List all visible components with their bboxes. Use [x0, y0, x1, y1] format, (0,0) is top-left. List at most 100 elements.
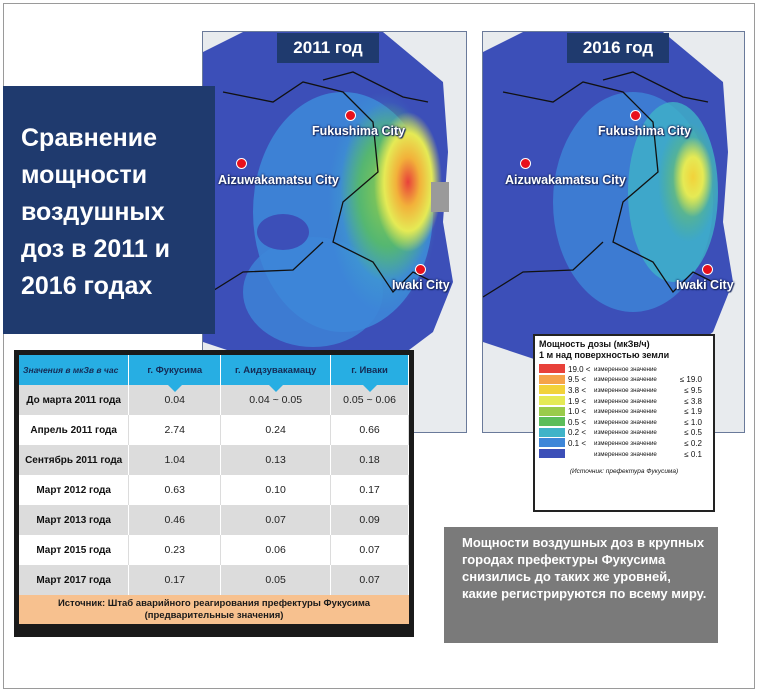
page-title: Сравнение мощности воздушных доз в 2011 … — [3, 86, 215, 334]
table-cell: 0.07 — [330, 565, 409, 595]
map-2016-year-label: 2016 год — [567, 33, 669, 63]
table-cell: 0.13 — [220, 445, 332, 475]
legend-upper-bound: ≤ 0.5 — [684, 428, 702, 438]
aizuwakamatsu-label-2016: Aizuwakamatsu City — [505, 173, 626, 187]
legend-swatch — [539, 374, 565, 385]
table-row-label: Март 2012 года — [19, 475, 130, 505]
legend-measured-label: измеренное значение — [594, 439, 657, 447]
legend-title: Мощность дозы (мкЗв/ч) — [539, 339, 650, 349]
legend-row: 1.0 < измеренное значение ≤ 1.9 — [539, 406, 709, 417]
title-line: 2016 годах — [21, 272, 153, 300]
summary-note: Мощности воздушных доз в крупных городах… — [444, 527, 718, 643]
legend-measured-label: измеренное значение — [594, 365, 657, 373]
legend-upper-bound: ≤ 9.5 — [684, 385, 702, 395]
legend-upper-bound: ≤ 1.0 — [684, 417, 702, 427]
legend-lower-bound: 0.5 < — [568, 417, 587, 427]
legend-measured-label: измеренное значение — [594, 397, 657, 405]
dose-table-panel: Значения в мкЗв в час г. Фукусима г. Аид… — [14, 350, 414, 637]
legend-row: 0.5 < измеренное значение ≤ 1.0 — [539, 417, 709, 428]
table-cell: 0.05 — [220, 565, 332, 595]
legend-lower-bound: 0.1 < — [568, 438, 587, 448]
table-row-label: Сентябрь 2011 года — [19, 445, 130, 475]
legend-upper-bound: ≤ 1.9 — [684, 407, 702, 417]
legend-measured-label: измеренное значение — [594, 386, 657, 394]
iwaki-marker-2016 — [702, 264, 713, 275]
table-row: Март 2015 года 0.23 0.06 0.07 — [19, 535, 409, 565]
table-header-fukushima: г. Фукусима — [128, 355, 222, 392]
table-row: До марта 2011 года 0.04 0.04 ~ 0.05 0.05 ~ … — [19, 385, 409, 415]
table-row: Март 2013 года 0.46 0.07 0.09 — [19, 505, 409, 535]
legend-lower-bound: 0.2 < — [568, 428, 587, 438]
table-cell: 0.63 — [128, 475, 222, 505]
legend-measured-label: измеренное значение — [594, 429, 657, 437]
iwaki-label-2011: Iwaki City — [392, 278, 450, 292]
legend-row: 1.9 < измеренное значение ≤ 3.8 — [539, 396, 709, 407]
dose-legend: Мощность дозы (мкЗв/ч) 1 м над поверхнос… — [533, 334, 715, 512]
table-row-label: До марта 2011 года — [19, 385, 130, 415]
legend-swatch — [539, 385, 565, 396]
legend-row: 3.8 < измеренное значение ≤ 9.5 — [539, 385, 709, 396]
table-cell: 2.74 — [128, 415, 222, 445]
iwaki-marker-2011 — [415, 264, 426, 275]
legend-row: 0.1 < измеренное значение ≤ 0.2 — [539, 438, 709, 449]
table-cell: 0.10 — [220, 475, 332, 505]
title-line: доз в 2011 и — [21, 235, 171, 263]
legend-lower-bound: 3.8 < — [568, 385, 587, 395]
table-header-aizuwakamatsu: г. Аидзувакамацу — [220, 355, 332, 392]
iwaki-label-2016: Iwaki City — [676, 278, 734, 292]
legend-measured-label: измеренное значение — [594, 376, 657, 384]
table-header-units: Значения в мкЗв в час — [19, 355, 130, 385]
table-cell: 0.46 — [128, 505, 222, 535]
legend-row: измеренное значение ≤ 0.1 — [539, 449, 709, 460]
table-source-line: (предварительные значения) — [144, 610, 284, 621]
table-row-label: Март 2015 года — [19, 535, 130, 565]
map-2011-year-label: 2011 год — [277, 33, 379, 63]
legend-swatch — [539, 364, 565, 375]
table-cell: 1.04 — [128, 445, 222, 475]
legend-row: 9.5 < измеренное значение ≤ 19.0 — [539, 374, 709, 386]
dose-table: Значения в мкЗв в час г. Фукусима г. Аид… — [19, 355, 409, 595]
legend-lower-bound: 1.0 < — [568, 407, 587, 417]
legend-row: 0.2 < измеренное значение ≤ 0.5 — [539, 427, 709, 439]
legend-upper-bound: ≤ 0.1 — [684, 449, 702, 459]
table-cell: 0.66 — [330, 415, 409, 445]
table-header-iwaki: г. Иваки — [330, 355, 409, 392]
legend-row: 19.0 < измеренное значение — [539, 364, 709, 375]
legend-lower-bound: 1.9 < — [568, 396, 587, 406]
table-source: Источник: Штаб аварийного реагирования п… — [19, 595, 409, 624]
legend-measured-label: измеренное значение — [594, 418, 657, 426]
page-frame — [3, 3, 755, 689]
title-line: Сравнение — [21, 124, 157, 152]
table-cell: 0.07 — [330, 535, 409, 565]
table-cell: 0.06 — [220, 535, 332, 565]
fukushima-label-2016: Fukushima City — [598, 124, 692, 138]
legend-lower-bound: 9.5 < — [568, 375, 587, 385]
table-row: Март 2017 года 0.17 0.05 0.07 — [19, 565, 409, 595]
aizuwakamatsu-marker-2016 — [520, 158, 531, 169]
legend-swatch — [539, 449, 565, 460]
table-cell: 0.23 — [128, 535, 222, 565]
fukushima-label-2011: Fukushima City — [312, 124, 406, 138]
legend-swatch — [539, 406, 565, 417]
legend-swatch — [539, 417, 565, 428]
table-cell: 0.18 — [330, 445, 409, 475]
table-cell: 0.17 — [128, 565, 222, 595]
table-row-label: Апрель 2011 года — [19, 415, 130, 445]
legend-swatch — [539, 427, 565, 438]
legend-swatch — [539, 438, 565, 449]
table-row: Март 2012 года 0.63 0.10 0.17 — [19, 475, 409, 505]
table-cell: 0.09 — [330, 505, 409, 535]
table-row: Сентябрь 2011 года 1.04 0.13 0.18 — [19, 445, 409, 475]
table-cell: 0.24 — [220, 415, 332, 445]
table-row-label: Март 2017 года — [19, 565, 130, 595]
fukushima-marker-2016 — [630, 110, 641, 121]
table-source-line: Источник: Штаб аварийного реагирования п… — [57, 598, 371, 609]
legend-lower-bound: 19.0 < — [568, 364, 591, 374]
table-cell: 0.07 — [220, 505, 332, 535]
legend-swatch — [539, 396, 565, 407]
table-row: Апрель 2011 года 2.74 0.24 0.66 — [19, 415, 409, 445]
aizuwakamatsu-marker-2011 — [236, 158, 247, 169]
title-line: мощности — [21, 161, 148, 189]
table-row-label: Март 2013 года — [19, 505, 130, 535]
legend-upper-bound: ≤ 0.2 — [684, 438, 702, 448]
